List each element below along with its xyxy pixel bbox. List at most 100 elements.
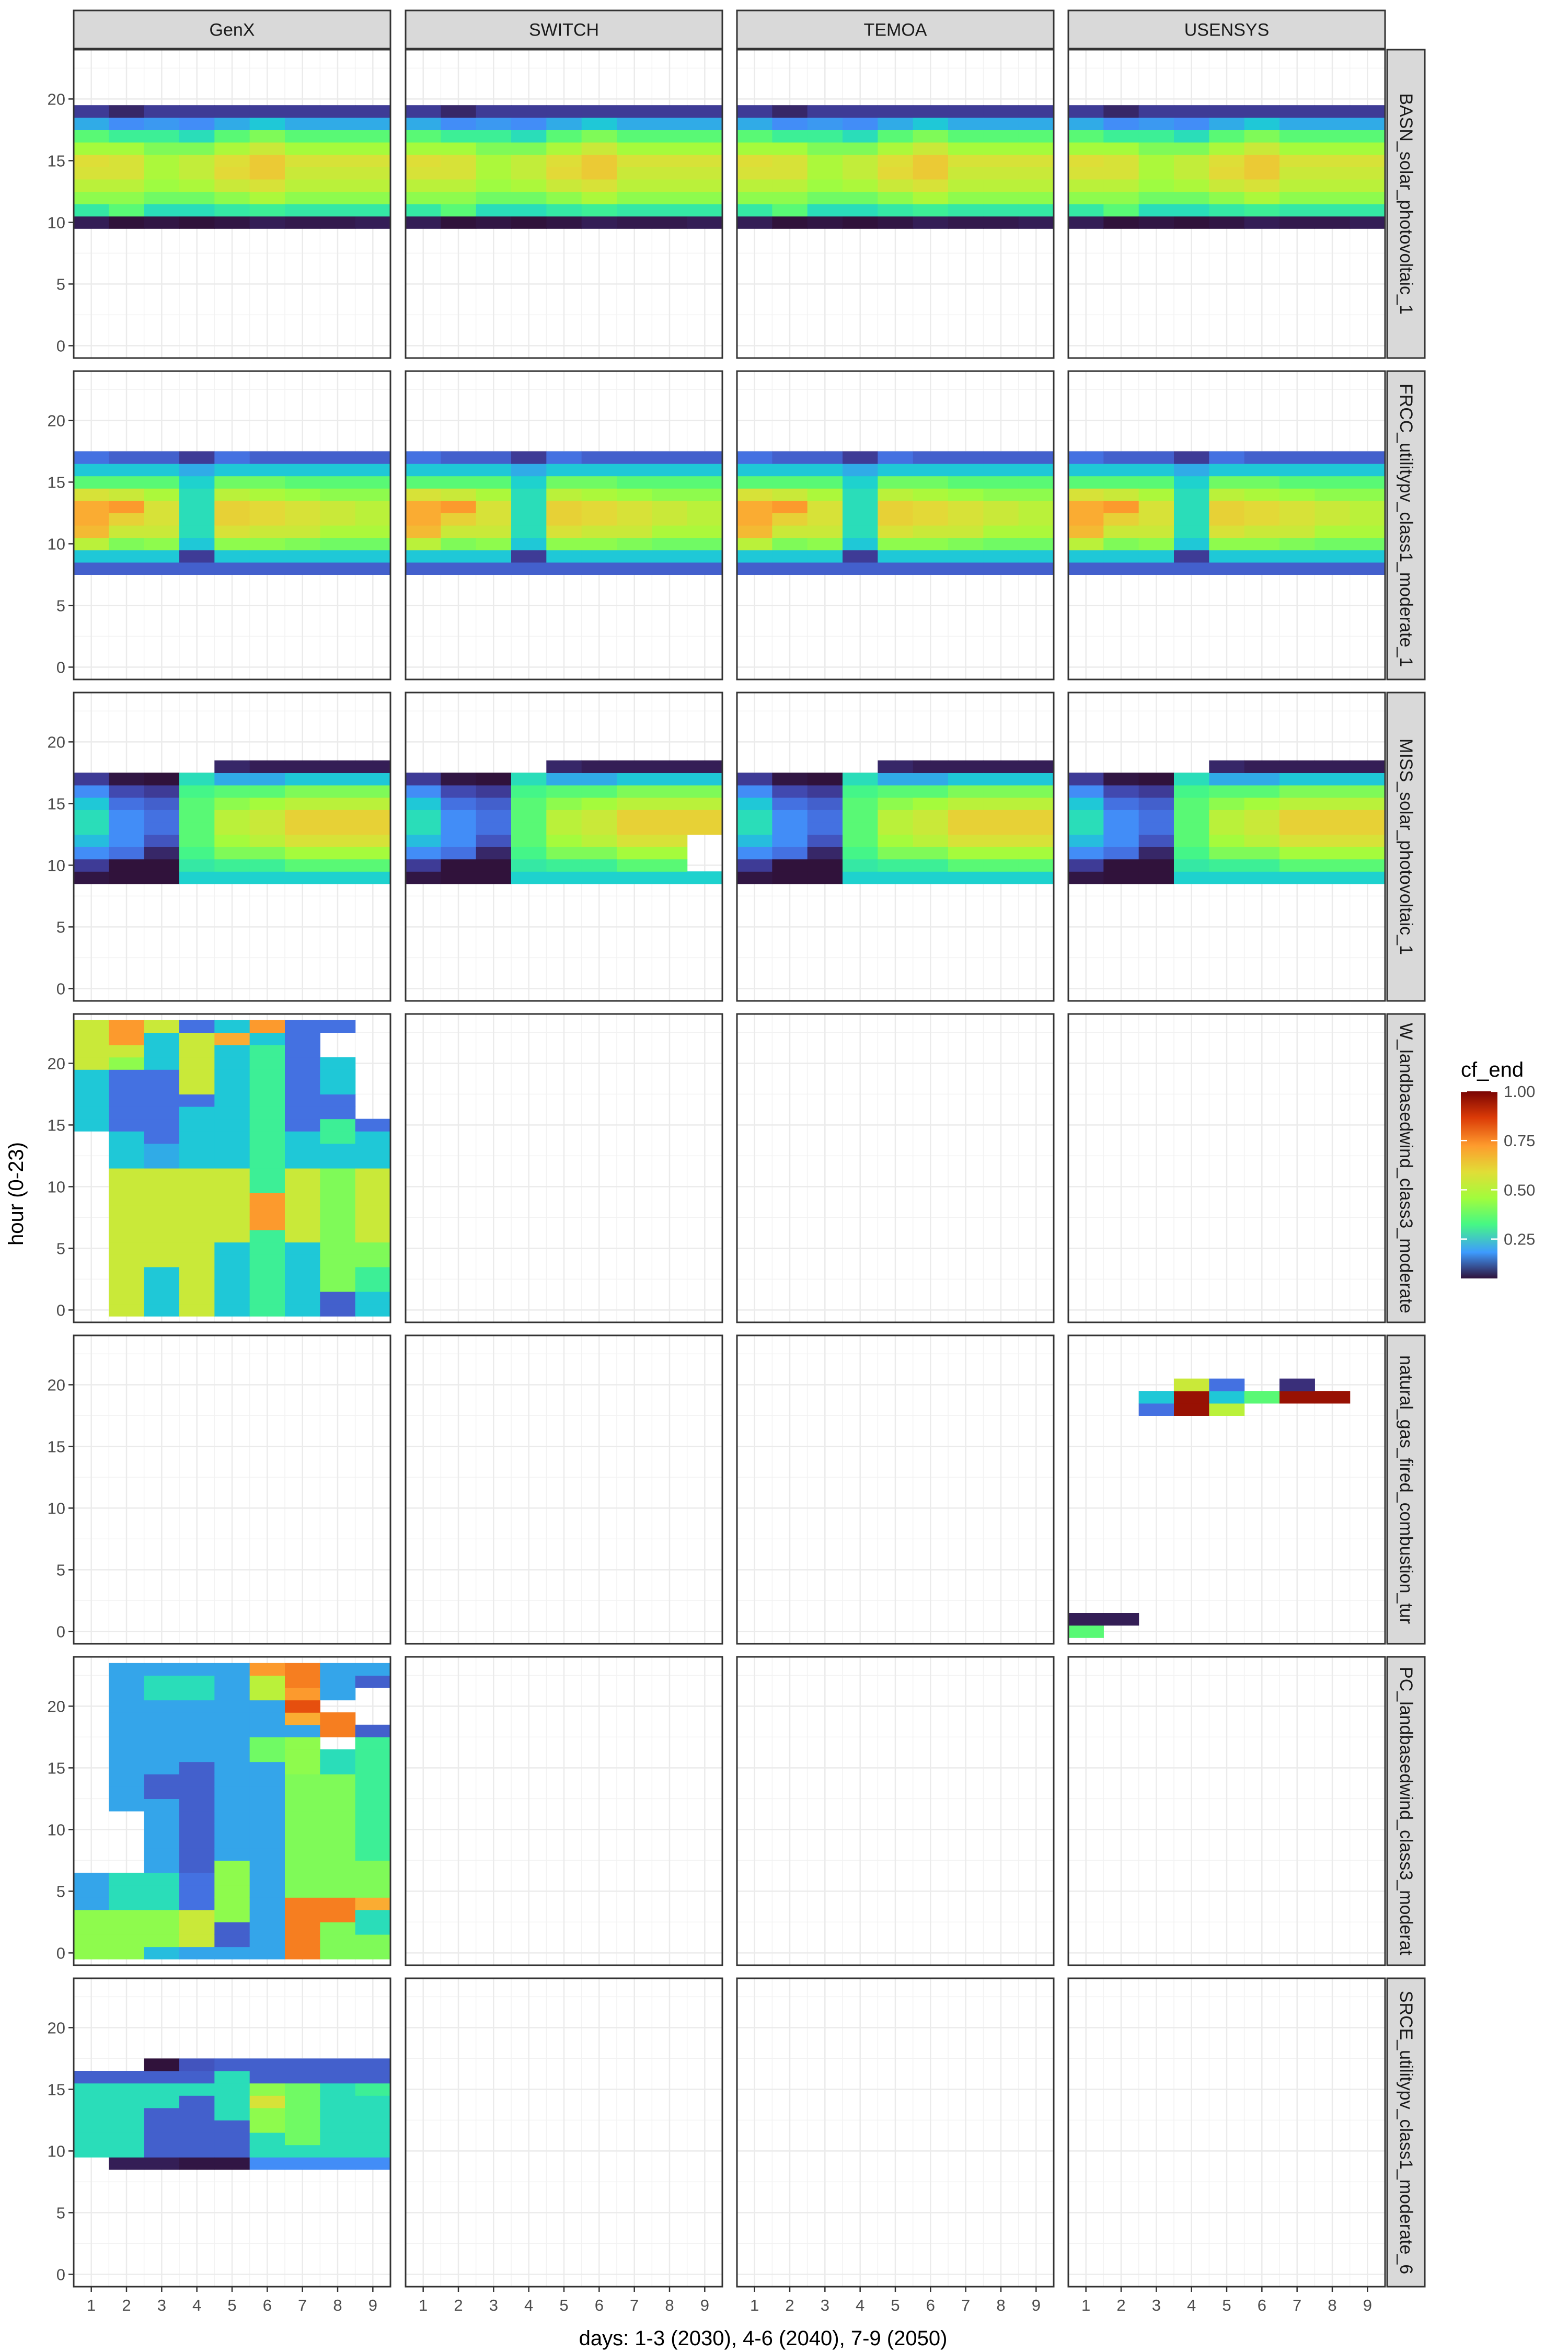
tile-day9-hour4 [355, 1897, 390, 1910]
tile-day1-hour11 [74, 204, 109, 217]
tile-day6-hour10 [913, 859, 949, 872]
tile-day7-hour15 [1279, 797, 1315, 810]
tile-day9-hour15 [1018, 154, 1054, 167]
tile-day9-hour17 [1350, 130, 1385, 143]
tile-day1-hour11 [737, 525, 773, 538]
tile-day2-hour16 [109, 464, 145, 477]
tile-day2-hour6 [109, 1230, 145, 1243]
tile-day2-hour9 [1103, 871, 1139, 884]
tile-day1-hour19 [737, 105, 773, 118]
tile-day3-hour13 [476, 822, 512, 835]
panel-w-landbasedwind-class3-moderate-switch [405, 1013, 723, 1323]
x-tick-label: 5 [891, 2296, 900, 2314]
tile-day4-hour9 [179, 1193, 215, 1206]
legend-title: cf_end [1461, 1058, 1524, 1081]
tile-day2-hour16 [109, 142, 145, 155]
tile-day4-hour10 [511, 216, 547, 229]
tile-day6-hour11 [249, 204, 285, 217]
tile-day9-hour16 [355, 785, 390, 798]
tile-day5-hour12 [878, 513, 914, 526]
tile-day6-hour23 [249, 1663, 285, 1676]
tile-day9-hour16 [1018, 142, 1054, 155]
tile-day7-hour14 [1279, 167, 1315, 180]
tile-day2-hour9 [109, 1193, 145, 1206]
tile-day2-hour12 [109, 834, 145, 847]
tile-day7-hour14 [617, 488, 652, 501]
tile-day7-hour9 [285, 2157, 320, 2170]
tile-day2-hour17 [1103, 130, 1139, 143]
tile-day3-hour22 [144, 1675, 180, 1688]
tile-day7-hour14 [1279, 488, 1315, 501]
tile-day6-hour15 [249, 797, 285, 810]
panel-frcc-utilitypv-class1-moderate-1-usensys [1067, 370, 1386, 681]
tile-day3-hour11 [144, 2132, 180, 2146]
tile-day8-hour11 [320, 847, 356, 860]
tile-day9-hour6 [355, 1873, 390, 1886]
tile-day3-hour11 [476, 204, 512, 217]
tile-day5-hour15 [214, 154, 250, 167]
tile-day1-hour16 [737, 464, 773, 477]
tile-day2-hour10 [772, 537, 808, 550]
tile-day2-hour13 [1103, 822, 1139, 835]
tile-day5-hour16 [214, 1106, 250, 1120]
tile-day5-hour10 [1209, 216, 1245, 229]
tile-day4-hour19 [511, 105, 547, 118]
tile-day2-hour11 [772, 525, 808, 538]
tile-day5-hour15 [878, 797, 914, 810]
tile-day6-hour15 [1244, 476, 1280, 489]
tile-day2-hour11 [109, 847, 145, 860]
tile-day3-hour12 [807, 834, 843, 847]
tile-day8-hour8 [320, 562, 356, 575]
tile-day1-hour14 [1068, 810, 1104, 823]
y-tick-label: 5 [56, 918, 65, 936]
tile-day2-hour10 [109, 859, 145, 872]
tile-day8-hour10 [320, 859, 356, 872]
tile-day4-hour16 [843, 464, 878, 477]
tile-day1-hour16 [74, 785, 109, 798]
tile-day3-hour13 [144, 500, 180, 513]
tile-day7-hour12 [1279, 191, 1315, 204]
tile-day4-hour16 [843, 142, 878, 155]
tile-day4-hour12 [1174, 191, 1209, 204]
tile-day6-hour16 [1244, 142, 1280, 155]
tile-day7-hour15 [948, 154, 984, 167]
tile-day5-hour18 [1209, 760, 1245, 773]
tile-day8-hour14 [1315, 167, 1351, 180]
tile-day6-hour4 [249, 1254, 285, 1267]
tile-day2-hour17 [109, 130, 145, 143]
tile-day4-hour15 [1174, 476, 1209, 489]
tile-day3-hour12 [807, 513, 843, 526]
tile-day8-hour8 [320, 1848, 356, 1861]
tile-day9-hour0 [355, 1946, 390, 1959]
tile-day4-hour14 [843, 167, 878, 180]
tile-day4-hour11 [511, 847, 547, 860]
panel-w-landbasedwind-class3-moderate-usensys [1067, 1013, 1386, 1323]
tile-day9-hour7 [355, 1860, 390, 1873]
tile-day6-hour14 [249, 1131, 285, 1144]
tile-day3-hour17 [807, 451, 843, 464]
tile-day1-hour16 [406, 785, 441, 798]
tile-day2-hour22 [109, 1032, 145, 1045]
tile-day1-hour10 [74, 537, 109, 550]
tile-day1-hour13 [1068, 822, 1104, 835]
tile-day8-hour6 [320, 1230, 356, 1243]
tile-day7-hour14 [1279, 810, 1315, 823]
tile-day4-hour17 [179, 130, 215, 143]
tile-day1-hour11 [74, 847, 109, 860]
tile-day4-hour23 [179, 1663, 215, 1676]
tile-day6-hour3 [249, 1266, 285, 1279]
tile-day6-hour12 [913, 513, 949, 526]
tile-day8-hour16 [652, 142, 688, 155]
tile-day1-hour12 [406, 191, 441, 204]
tile-day4-hour16 [1174, 785, 1209, 798]
tile-day2-hour15 [109, 476, 145, 489]
tile-day2-hour18 [109, 1081, 145, 1094]
tile-day8-hour18 [1315, 117, 1351, 130]
panel-srce-utilitypv-class1-moderate-6-usensys [1067, 1977, 1386, 2288]
row-strip-label: BASN_solar_photovoltaic_1 [1396, 93, 1416, 314]
tile-day7-hour13 [1279, 822, 1315, 835]
tile-day8-hour19 [1315, 105, 1351, 118]
tile-day8-hour14 [320, 488, 356, 501]
tile-day8-hour6 [320, 1873, 356, 1886]
